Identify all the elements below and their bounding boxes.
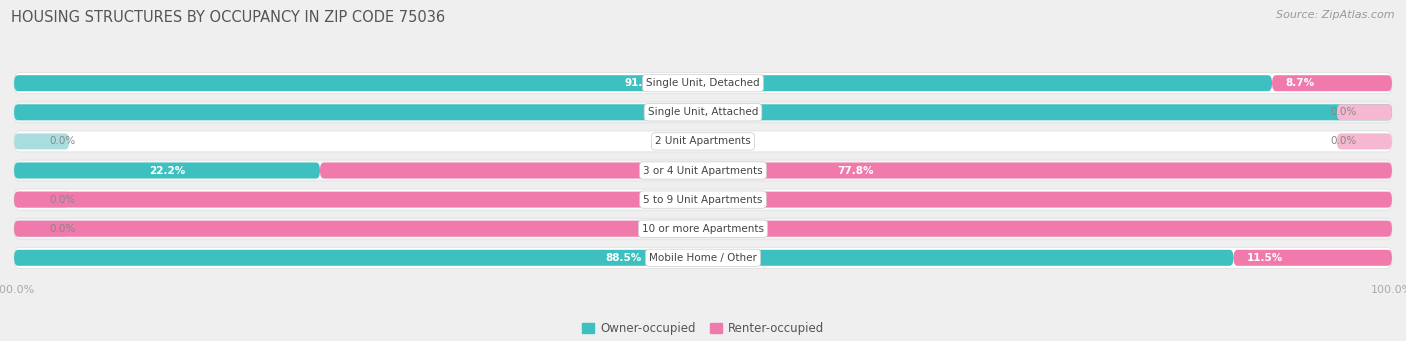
Text: Mobile Home / Other: Mobile Home / Other	[650, 253, 756, 263]
FancyBboxPatch shape	[14, 104, 1392, 120]
FancyBboxPatch shape	[14, 102, 1392, 123]
Text: 3 or 4 Unit Apartments: 3 or 4 Unit Apartments	[643, 165, 763, 176]
FancyBboxPatch shape	[1233, 250, 1392, 266]
Text: 100.0%: 100.0%	[682, 224, 724, 234]
Text: 8.7%: 8.7%	[1286, 78, 1315, 88]
Text: 100.0%: 100.0%	[682, 195, 724, 205]
FancyBboxPatch shape	[1337, 104, 1392, 120]
Text: HOUSING STRUCTURES BY OCCUPANCY IN ZIP CODE 75036: HOUSING STRUCTURES BY OCCUPANCY IN ZIP C…	[11, 10, 446, 25]
FancyBboxPatch shape	[14, 163, 321, 178]
Text: 100.0%: 100.0%	[682, 107, 724, 117]
Text: Single Unit, Attached: Single Unit, Attached	[648, 107, 758, 117]
FancyBboxPatch shape	[14, 160, 1392, 181]
FancyBboxPatch shape	[14, 221, 69, 237]
FancyBboxPatch shape	[1337, 133, 1392, 149]
FancyBboxPatch shape	[14, 247, 1392, 268]
Text: 11.5%: 11.5%	[1247, 253, 1284, 263]
Text: 5 to 9 Unit Apartments: 5 to 9 Unit Apartments	[644, 195, 762, 205]
Text: 77.8%: 77.8%	[838, 165, 875, 176]
Text: 22.2%: 22.2%	[149, 165, 186, 176]
Text: 10 or more Apartments: 10 or more Apartments	[643, 224, 763, 234]
FancyBboxPatch shape	[14, 192, 69, 208]
Text: 0.0%: 0.0%	[49, 136, 76, 146]
Legend: Owner-occupied, Renter-occupied: Owner-occupied, Renter-occupied	[582, 322, 824, 335]
FancyBboxPatch shape	[14, 250, 1233, 266]
FancyBboxPatch shape	[14, 221, 1392, 237]
FancyBboxPatch shape	[1272, 75, 1392, 91]
FancyBboxPatch shape	[14, 73, 1392, 94]
FancyBboxPatch shape	[14, 192, 1392, 208]
Text: 2 Unit Apartments: 2 Unit Apartments	[655, 136, 751, 146]
FancyBboxPatch shape	[14, 218, 1392, 239]
Text: 0.0%: 0.0%	[49, 195, 76, 205]
Text: Single Unit, Detached: Single Unit, Detached	[647, 78, 759, 88]
Text: 88.5%: 88.5%	[606, 253, 643, 263]
FancyBboxPatch shape	[14, 75, 1272, 91]
FancyBboxPatch shape	[14, 131, 1392, 152]
Text: 0.0%: 0.0%	[1330, 136, 1357, 146]
Text: 0.0%: 0.0%	[49, 224, 76, 234]
FancyBboxPatch shape	[321, 163, 1392, 178]
Text: 91.3%: 91.3%	[626, 78, 661, 88]
Text: 0.0%: 0.0%	[1330, 107, 1357, 117]
Text: Source: ZipAtlas.com: Source: ZipAtlas.com	[1277, 10, 1395, 20]
FancyBboxPatch shape	[14, 189, 1392, 210]
FancyBboxPatch shape	[14, 133, 69, 149]
